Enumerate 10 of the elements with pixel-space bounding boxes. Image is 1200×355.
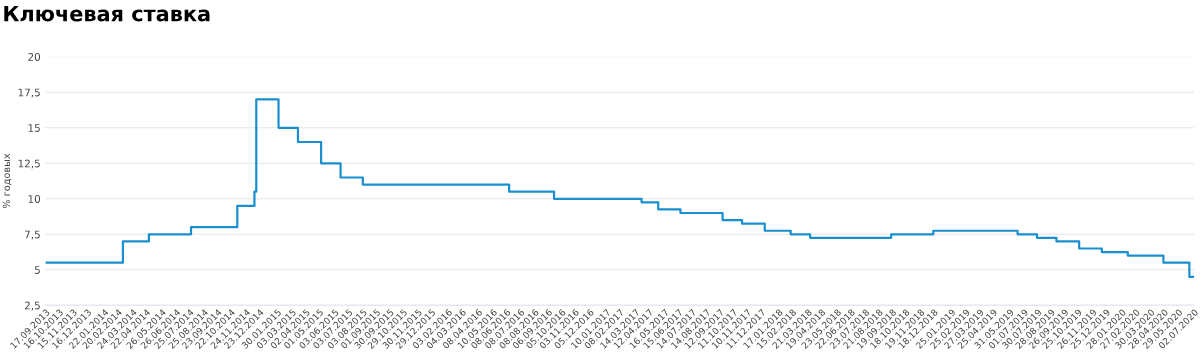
chart-title: Ключевая ставка (4, 5, 210, 22)
y-tick-label: 2,5 (24, 301, 40, 311)
y-tick-label: 17,5 (18, 88, 40, 98)
y-tick-label: 10 (28, 195, 41, 203)
y-tick-label: 12,5 (18, 159, 40, 169)
y-axis-title: % годовых (2, 153, 12, 209)
y-tick-label: 20 (28, 53, 41, 61)
y-tick-label: 7,5 (25, 230, 40, 240)
y-tick-label: 5 (34, 266, 40, 274)
y-tick-label: 15 (28, 124, 40, 132)
